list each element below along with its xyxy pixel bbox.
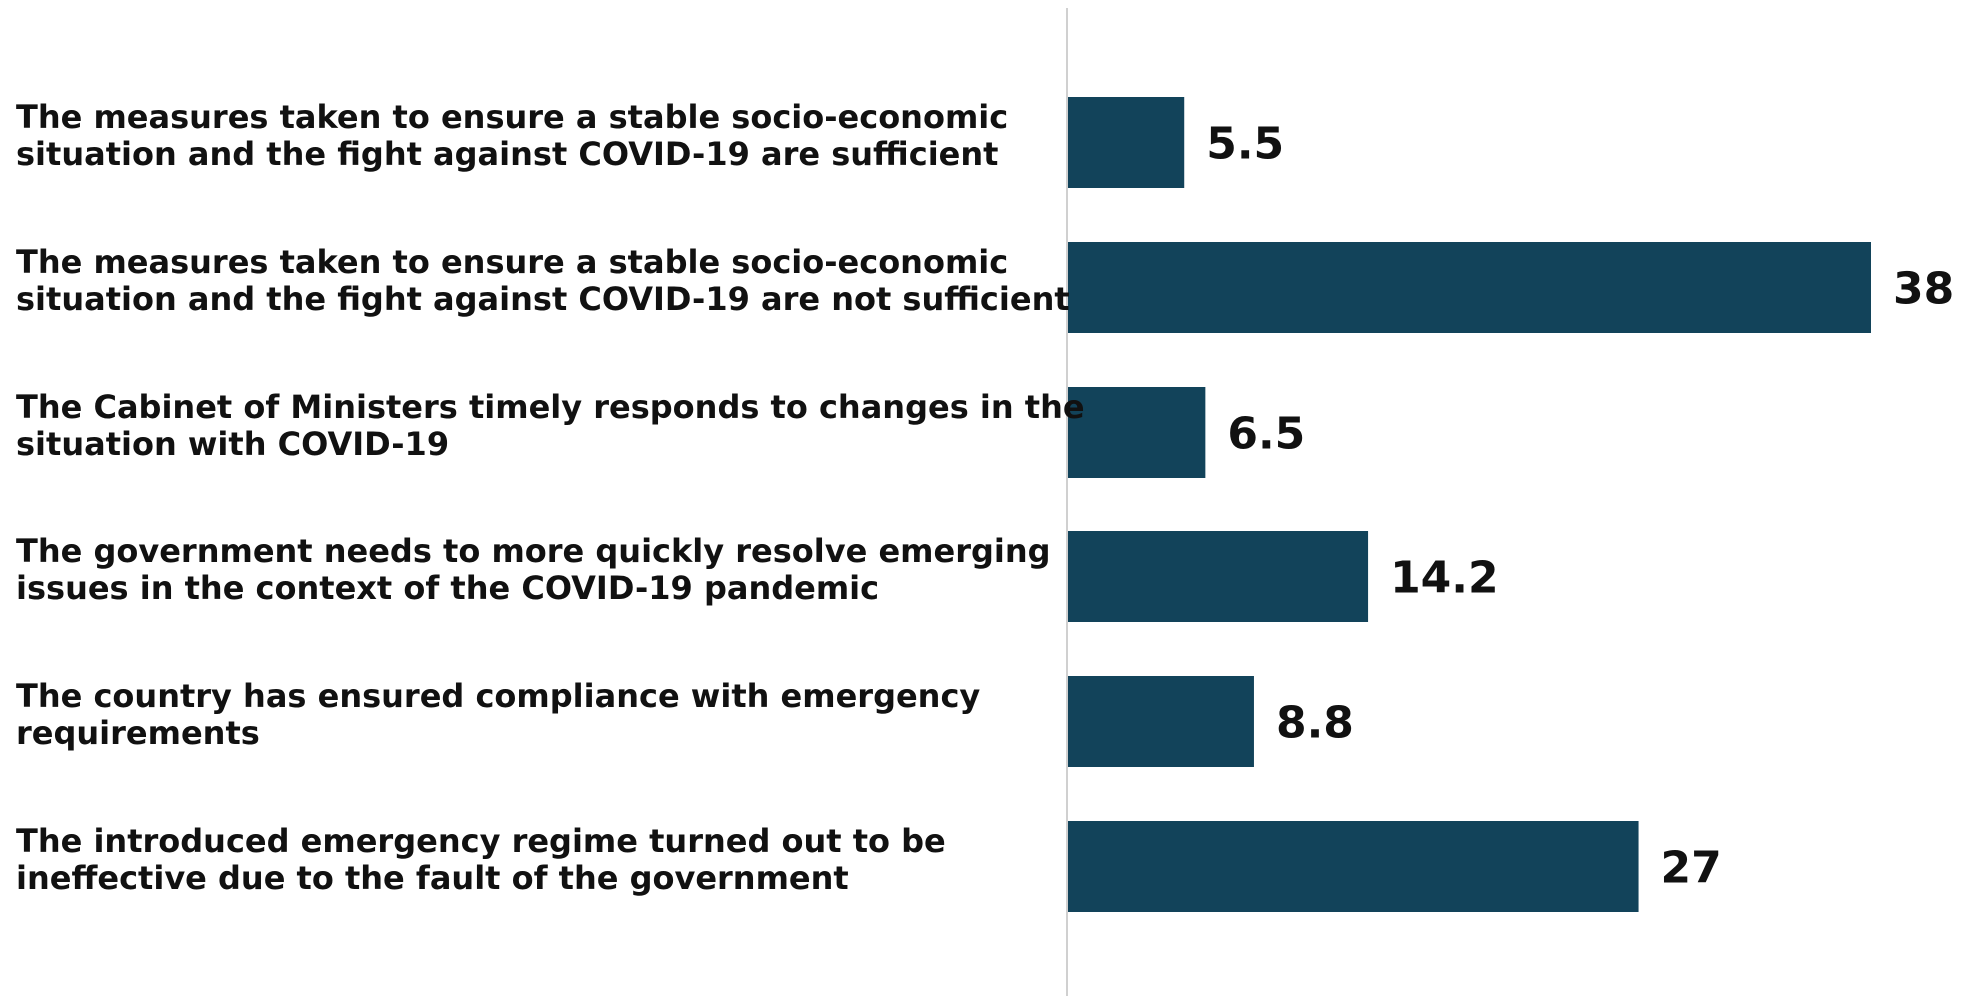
bar-1 [1068, 97, 1185, 188]
bar-value-label-3: 6.5 [1227, 409, 1305, 460]
category-label-2: The measures taken to ensure a stable so… [16, 243, 1070, 318]
category-label-5: The country has ensured compliance with … [16, 677, 980, 752]
category-label-1: The measures taken to ensure a stable so… [16, 98, 1008, 173]
category-label-line: The Cabinet of Ministers timely responds… [16, 388, 1085, 426]
category-label-line: situation and the fight against COVID-19… [16, 280, 1070, 318]
bars-group: 5.5 The measures taken to ensure a stable… [16, 97, 1954, 912]
category-label-line: The government needs to more quickly res… [16, 532, 1051, 570]
category-label-line: requirements [16, 714, 260, 752]
category-label-3: The Cabinet of Ministers timely responds… [16, 388, 1085, 463]
category-label-line: The country has ensured compliance with … [16, 677, 980, 715]
category-label-line: ineffective due to the fault of the gove… [16, 859, 849, 897]
bar-value-label-1: 5.5 [1206, 119, 1284, 170]
category-label-line: situation and the fight against COVID-19… [16, 135, 998, 173]
category-label-line: The introduced emergency regime turned o… [16, 822, 946, 860]
category-label-line: The measures taken to ensure a stable so… [16, 243, 1008, 281]
bar-value-label-6: 27 [1661, 843, 1722, 894]
bar-value-label-5: 8.8 [1276, 698, 1354, 749]
category-label-line: The measures taken to ensure a stable so… [16, 98, 1008, 136]
category-label-6: The introduced emergency regime turned o… [16, 822, 946, 897]
category-label-line: issues in the context of the COVID-19 pa… [16, 569, 879, 607]
bar-4 [1068, 531, 1369, 622]
bar-value-label-2: 38 [1893, 264, 1954, 315]
bar-6 [1068, 821, 1639, 912]
bar-value-label-4: 14.2 [1390, 553, 1499, 604]
category-label-4: The government needs to more quickly res… [16, 532, 1051, 607]
category-label-line: situation with COVID-19 [16, 425, 449, 463]
bar-2 [1068, 242, 1871, 333]
bar-3 [1068, 387, 1206, 478]
bar-5 [1068, 676, 1254, 767]
